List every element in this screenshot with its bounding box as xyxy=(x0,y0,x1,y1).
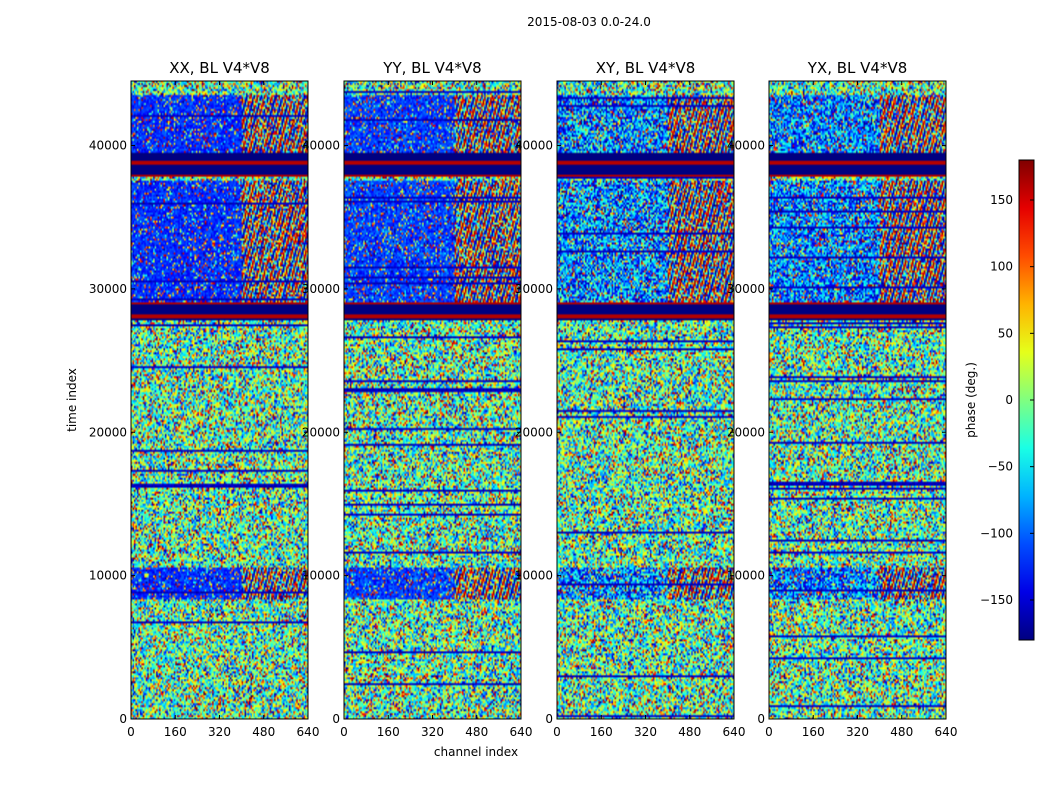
y-tick-label: 30000 xyxy=(727,282,765,296)
x-tick-label: 0 xyxy=(553,725,561,739)
y-tick-label: 30000 xyxy=(302,282,340,296)
panel-title: YY, BL V4*V8 xyxy=(382,59,481,77)
y-tick-label: 40000 xyxy=(89,139,127,153)
x-tick-label: 640 xyxy=(510,725,533,739)
x-tick-label: 320 xyxy=(634,725,657,739)
colorbar-tick-label: −100 xyxy=(980,526,1013,540)
heatmap-image xyxy=(344,81,521,719)
x-tick-label: 480 xyxy=(252,725,275,739)
y-tick-label: 0 xyxy=(545,712,553,726)
colorbar: 150 100 50 0 −50 −100 −150 xyxy=(980,159,1035,641)
colorbar-tick-label: −50 xyxy=(988,460,1013,474)
y-axis-label: time index xyxy=(65,368,79,432)
y-tick-label: 10000 xyxy=(302,569,340,583)
x-tick-label: 480 xyxy=(678,725,701,739)
panel-title: XY, BL V4*V8 xyxy=(596,59,696,77)
y-tick-label: 40000 xyxy=(515,139,553,153)
panel-title: XX, BL V4*V8 xyxy=(169,59,270,77)
x-tick-label: 320 xyxy=(208,725,231,739)
y-tick-label: 40000 xyxy=(727,139,765,153)
y-tick-label: 20000 xyxy=(89,425,127,439)
y-tick-label: 20000 xyxy=(515,425,553,439)
panel-title: YX, BL V4*V8 xyxy=(807,59,908,77)
x-tick-label: 160 xyxy=(590,725,613,739)
colorbar-tick-label: 0 xyxy=(1005,393,1013,407)
panel-4: YX, BL V4*V8 0 160 320 480 640 0 10000 20000 3000… xyxy=(727,59,958,739)
y-tick-label: 0 xyxy=(119,712,127,726)
colorbar-tick-label: 150 xyxy=(990,193,1013,207)
y-tick-label: 20000 xyxy=(302,425,340,439)
figure-title: 2015-08-03 0.0-24.0 xyxy=(527,15,651,29)
y-tick-label: 10000 xyxy=(727,569,765,583)
x-tick-label: 480 xyxy=(465,725,488,739)
y-tick-label: 0 xyxy=(332,712,340,726)
heatmap-image xyxy=(557,81,734,719)
y-tick-label: 40000 xyxy=(302,139,340,153)
x-tick-label: 0 xyxy=(127,725,135,739)
y-tick-label: 30000 xyxy=(515,282,553,296)
panel-2: YY, BL V4*V8 0 160 320 480 640 0 10000 20000 3000… xyxy=(302,59,533,739)
colorbar-tick-label: 100 xyxy=(990,260,1013,274)
y-tick-label: 30000 xyxy=(89,282,127,296)
x-axis-label: channel index xyxy=(434,745,518,759)
x-tick-label: 160 xyxy=(164,725,187,739)
heatmap-image xyxy=(769,81,946,719)
colorbar-tick-label: 50 xyxy=(998,326,1013,340)
heatmap-image xyxy=(131,81,308,719)
x-tick-label: 160 xyxy=(802,725,825,739)
x-tick-label: 0 xyxy=(340,725,348,739)
y-tick-label: 0 xyxy=(757,712,765,726)
colorbar-label: phase (deg.) xyxy=(964,362,978,438)
panel-3: XY, BL V4*V8 0 160 320 480 640 0 10000 20000 3000… xyxy=(515,59,746,739)
colorbar-tick-label: −150 xyxy=(980,593,1013,607)
y-tick-label: 10000 xyxy=(89,569,127,583)
x-tick-label: 160 xyxy=(377,725,400,739)
y-tick-label: 20000 xyxy=(727,425,765,439)
x-tick-label: 640 xyxy=(723,725,746,739)
y-tick-label: 10000 xyxy=(515,569,553,583)
x-tick-label: 640 xyxy=(935,725,958,739)
x-tick-label: 320 xyxy=(846,725,869,739)
x-tick-label: 480 xyxy=(890,725,913,739)
x-tick-label: 640 xyxy=(297,725,320,739)
panel-1: XX, BL V4*V8 0 160 320 480 640 0 10000 20000 3000… xyxy=(89,59,320,739)
x-tick-label: 320 xyxy=(421,725,444,739)
x-tick-label: 0 xyxy=(765,725,773,739)
